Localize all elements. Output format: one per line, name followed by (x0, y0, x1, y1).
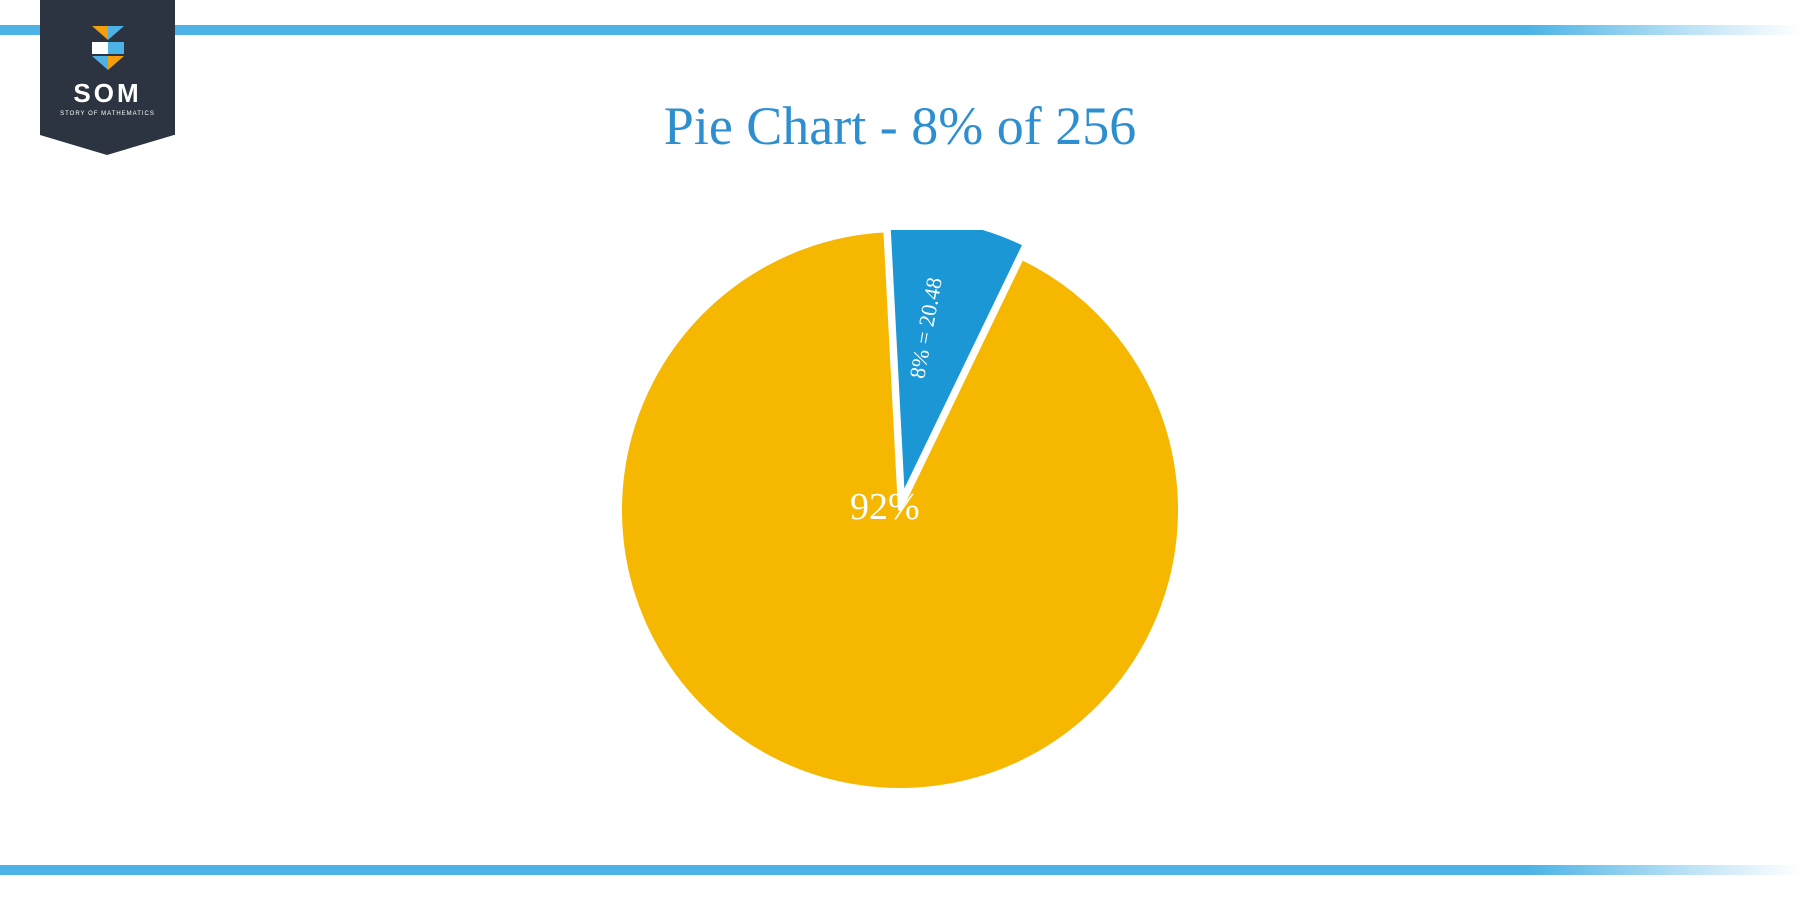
logo-icon (86, 26, 130, 70)
top-border-bar (0, 25, 1800, 35)
bottom-border-bar (0, 865, 1800, 875)
slice-label-92: 92% (850, 485, 920, 529)
chart-title: Pie Chart - 8% of 256 (0, 95, 1800, 157)
pie-chart: 92% 8% = 20.48 (620, 230, 1180, 790)
